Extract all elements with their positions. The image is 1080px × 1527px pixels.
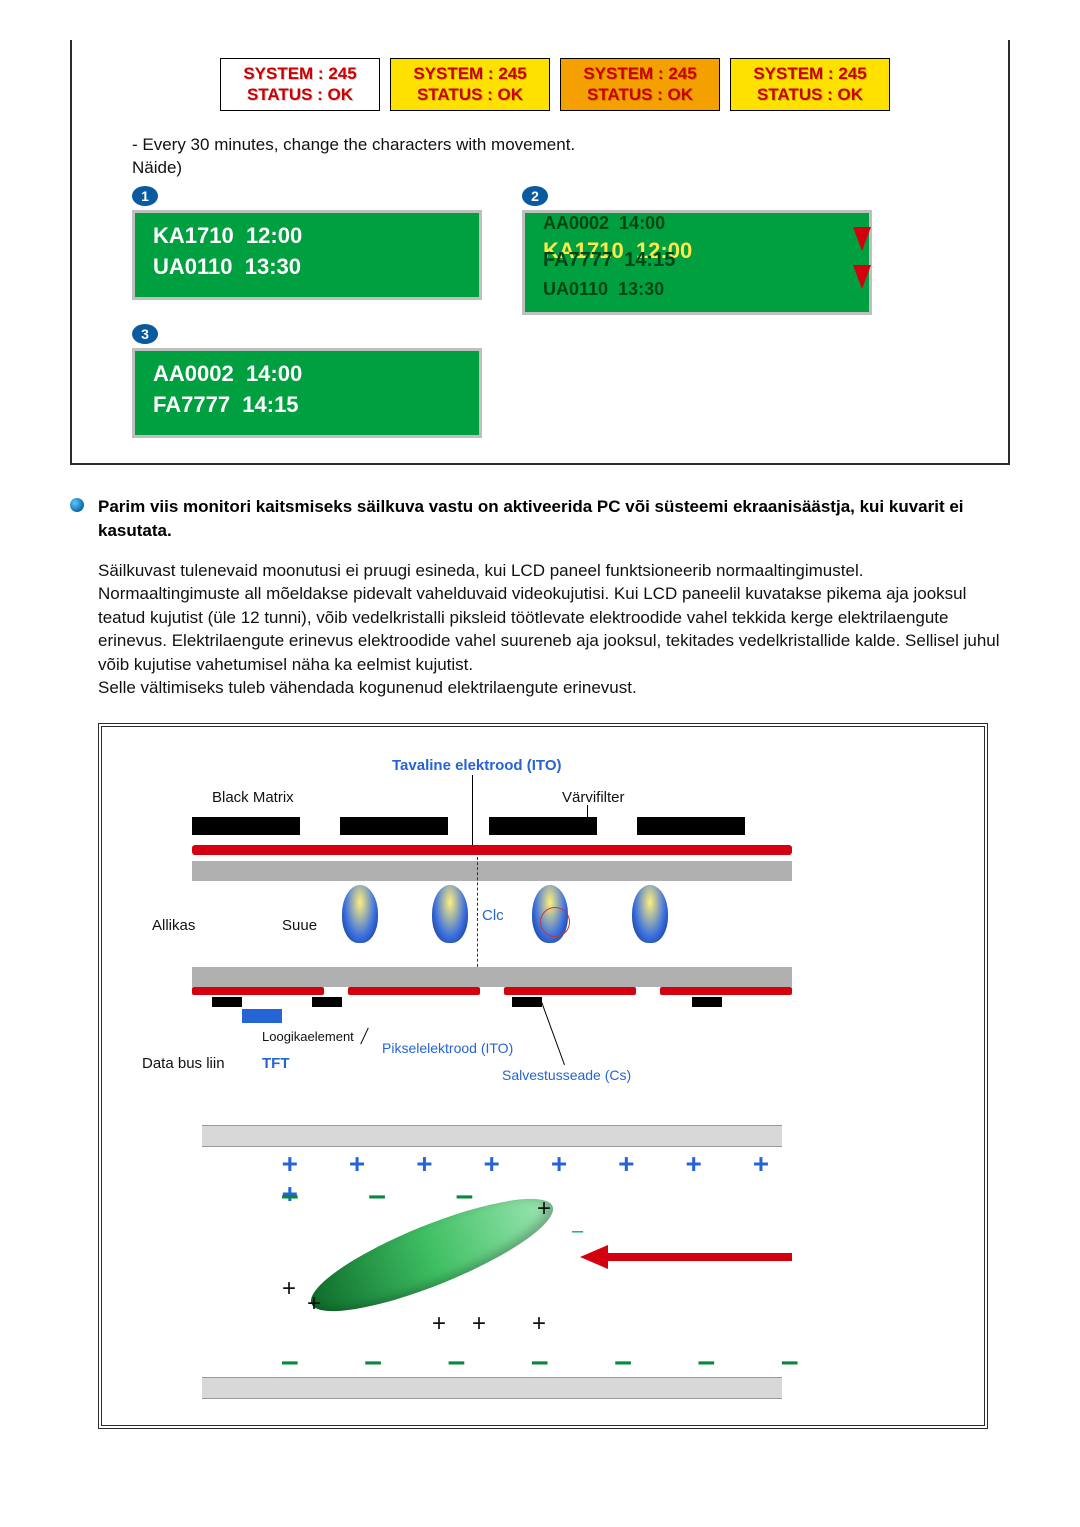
capacitor-illustration: + + + + + + + + + – – – + + + + + + – – … — [132, 1125, 852, 1405]
status-system: SYSTEM : 245 — [223, 63, 377, 84]
label-storage: Salvestusseade (Cs) — [502, 1067, 631, 1083]
label-tft: TFT — [262, 1055, 290, 1072]
status-box-3: SYSTEM : 245 STATUS : OK — [560, 58, 720, 111]
contact-icon — [312, 997, 342, 1007]
badge-2: 2 — [522, 186, 548, 206]
figure-lcd-diagram: Tavaline elektrood (ITO) Black Matrix Vä… — [98, 723, 988, 1429]
label-clc: Clc — [482, 907, 504, 924]
panel-1: KA1710 12:00 UA0110 13:30 — [132, 210, 482, 300]
flight-line: KA1710 12:00 — [153, 221, 461, 252]
label-drain: Suue — [282, 917, 317, 934]
bullet-icon — [70, 498, 84, 512]
contact-icon — [512, 997, 542, 1007]
red-electrode-bottom — [192, 987, 792, 995]
badge-1: 1 — [132, 186, 158, 206]
flight-line: AA0002 14:00 — [153, 359, 461, 390]
instruction-line: - Every 30 minutes, change the character… — [132, 133, 978, 157]
plate-bottom — [202, 1377, 782, 1399]
status-system: SYSTEM : 245 — [563, 63, 717, 84]
panel-3: AA0002 14:00 FA7777 14:15 — [132, 348, 482, 438]
tft-icon — [242, 1009, 282, 1023]
section-title: Parim viis monitori kaitsmiseks säilkuva… — [98, 495, 1010, 543]
status-ok: STATUS : OK — [223, 84, 377, 105]
arrow-down-icon — [853, 227, 871, 251]
label-source: Allikas — [152, 917, 195, 934]
red-arrow-head-icon — [580, 1245, 608, 1269]
minus-icon: – — [572, 1220, 583, 1243]
example-panels: 1 KA1710 12:00 UA0110 13:30 3 AA0002 14:… — [132, 186, 978, 438]
flight-line-dark: AA0002 14:00 — [543, 211, 851, 236]
status-box-4: SYSTEM : 245 STATUS : OK — [730, 58, 890, 111]
label-data-bus: Data bus liin — [142, 1055, 225, 1072]
flight-line: FA7777 14:15 — [153, 390, 461, 421]
red-arrow-icon — [602, 1253, 792, 1261]
badge-3: 3 — [132, 324, 158, 344]
black-matrix-layer — [192, 817, 792, 835]
example-col-right: 2 AA0002 14:00 KA1710 12:00 FA7777 14:15… — [522, 186, 872, 438]
flight-line: UA0110 13:30 — [153, 252, 461, 283]
plus-icon: + — [432, 1310, 446, 1338]
liquid-crystal-icon — [632, 885, 668, 943]
arrow-down-icon — [853, 265, 871, 289]
contact-icon — [212, 997, 242, 1007]
status-ok: STATUS : OK — [393, 84, 547, 105]
gray-layer-top — [192, 861, 792, 881]
status-system: SYSTEM : 245 — [393, 63, 547, 84]
example-label: Näide) — [132, 156, 978, 180]
plus-icon: + — [537, 1195, 551, 1223]
dashed-line — [477, 857, 478, 977]
flight-line-dark: UA0110 13:30 — [543, 277, 851, 302]
minus-row: – – – — [282, 1181, 500, 1211]
label-black-matrix: Black Matrix — [212, 789, 294, 806]
panel-2: AA0002 14:00 KA1710 12:00 FA7777 14:15 U… — [522, 210, 872, 315]
status-ok: STATUS : OK — [563, 84, 717, 105]
label-color-filter: Värvifilter — [562, 789, 625, 806]
paragraph: Säilkuvast tulenevaid moonutusi ei pruug… — [98, 559, 1010, 700]
status-box-row: SYSTEM : 245 STATUS : OK SYSTEM : 245 ST… — [132, 58, 978, 111]
label-logic: Loogikaelement — [262, 1029, 354, 1044]
status-system: SYSTEM : 245 — [733, 63, 887, 84]
pointer-line — [360, 1028, 369, 1045]
liquid-crystal-icon — [432, 885, 468, 943]
status-ok: STATUS : OK — [733, 84, 887, 105]
plus-icon: + — [532, 1310, 546, 1338]
contact-icon — [692, 997, 722, 1007]
flight-line-overlay: FA7777 14:15 — [543, 246, 675, 274]
example-col-left: 1 KA1710 12:00 UA0110 13:30 3 AA0002 14:… — [132, 186, 482, 438]
plus-icon: + — [282, 1275, 296, 1303]
liquid-crystal-icon — [342, 885, 378, 943]
plus-icon: + — [472, 1310, 486, 1338]
bullet-section: Parim viis monitori kaitsmiseks säilkuva… — [70, 495, 1010, 543]
pointer-line — [540, 999, 565, 1065]
plate-top — [202, 1125, 782, 1147]
label-pixel-electrode: Pikselelektrood (ITO) — [382, 1040, 513, 1056]
red-electrode-top — [192, 845, 792, 855]
figure-status-examples: SYSTEM : 245 STATUS : OK SYSTEM : 245 ST… — [70, 40, 1010, 465]
clc-circle-icon — [540, 907, 570, 937]
label-common-electrode: Tavaline elektrood (ITO) — [392, 757, 561, 774]
status-box-1: SYSTEM : 245 STATUS : OK — [220, 58, 380, 111]
lcd-cross-section: Tavaline elektrood (ITO) Black Matrix Vä… — [132, 757, 852, 1097]
pointer-line — [472, 775, 473, 847]
plus-icon: + — [307, 1290, 321, 1318]
status-box-2: SYSTEM : 245 STATUS : OK — [390, 58, 550, 111]
gray-layer-bottom — [192, 967, 792, 987]
